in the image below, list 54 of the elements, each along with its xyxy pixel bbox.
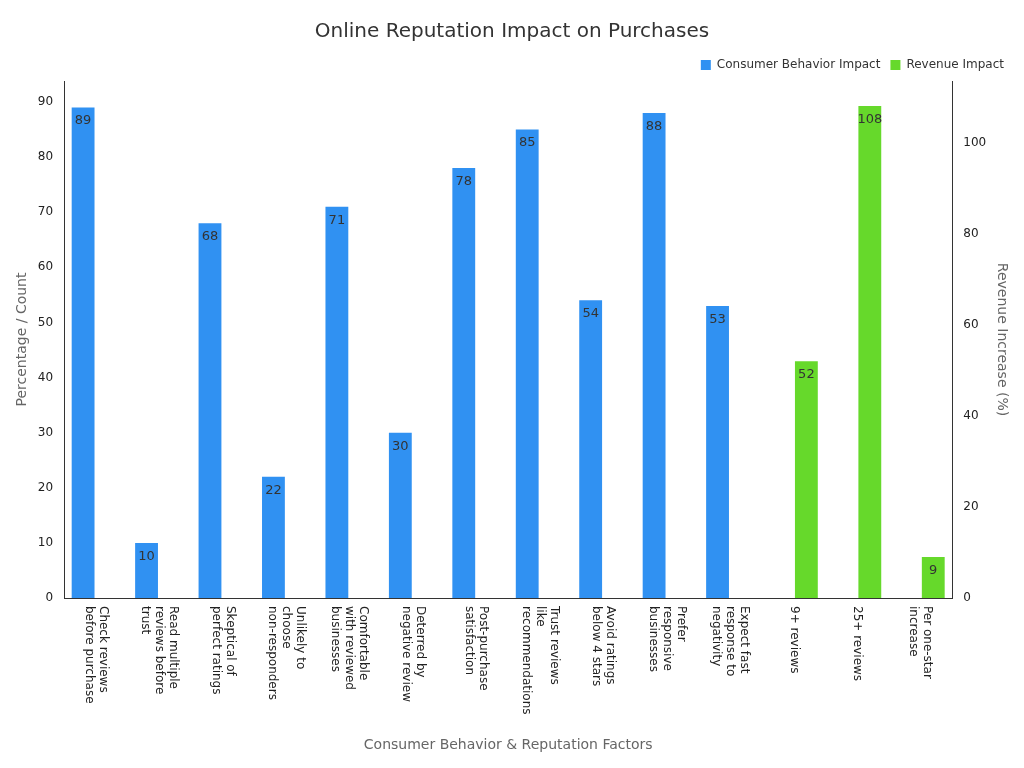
y2-tick-label: 40 xyxy=(963,407,979,422)
y2-tick-label: 100 xyxy=(963,134,987,149)
data-label: 9 xyxy=(929,561,938,577)
data-label: 85 xyxy=(518,134,536,150)
data-label: 10 xyxy=(138,547,155,563)
bar xyxy=(198,223,222,598)
y-tick-label: 90 xyxy=(37,94,54,109)
data-label: 71 xyxy=(328,211,346,227)
bar xyxy=(858,106,882,598)
x-tick-label: 25+ reviews xyxy=(851,606,865,682)
bar xyxy=(579,300,603,598)
legend-label: Revenue Impact xyxy=(906,57,1005,72)
data-label: 54 xyxy=(582,305,599,321)
data-label: 78 xyxy=(455,172,473,188)
bar xyxy=(71,107,95,598)
y2-tick-label: 0 xyxy=(963,590,971,605)
data-label: 30 xyxy=(392,437,409,453)
chart-title: Online Reputation Impact on Purchases xyxy=(314,18,710,43)
bar xyxy=(706,305,729,598)
y-axis-title: Percentage / Count xyxy=(13,272,30,407)
x-tick-label: Check reviews before purchase xyxy=(82,606,111,704)
x-tick-label: Per one-star increase xyxy=(907,606,936,679)
data-label: 89 xyxy=(74,112,92,128)
bar xyxy=(135,542,158,598)
y-tick-label: 40 xyxy=(37,369,54,384)
data-label: 22 xyxy=(265,481,282,497)
y-tick-label: 30 xyxy=(37,424,54,439)
bar xyxy=(515,129,539,598)
data-label: 53 xyxy=(709,310,726,326)
y2-tick-label: 60 xyxy=(963,316,979,331)
bar xyxy=(325,206,349,598)
data-label: 88 xyxy=(645,117,663,133)
bar xyxy=(262,476,285,598)
y2-tick-label: 20 xyxy=(963,499,979,514)
y-tick-label: 0 xyxy=(45,590,54,605)
y-tick-label: 60 xyxy=(37,259,54,274)
y-tick-label: 50 xyxy=(37,314,54,329)
y-tick-label: 20 xyxy=(37,479,54,494)
bar xyxy=(794,361,818,598)
y2-axis-title: Revenue Increase (%) xyxy=(994,262,1011,417)
data-label: 52 xyxy=(798,366,815,382)
y-tick-label: 10 xyxy=(37,535,54,550)
data-label: 68 xyxy=(201,228,219,244)
bar xyxy=(452,168,476,598)
y-tick-label: 80 xyxy=(37,149,54,164)
bar xyxy=(388,432,412,598)
y-tick-label: 70 xyxy=(37,204,54,219)
legend-label: Consumer Behavior Impact xyxy=(716,57,881,72)
x-axis-title: Consumer Behavior & Reputation Factors xyxy=(363,736,653,753)
bar xyxy=(921,557,945,598)
y2-tick-label: 80 xyxy=(963,225,979,240)
x-tick-label: 9+ reviews xyxy=(787,606,802,674)
x-tick-label: Read multiple reviews before trust xyxy=(139,606,182,695)
bar xyxy=(642,112,666,598)
